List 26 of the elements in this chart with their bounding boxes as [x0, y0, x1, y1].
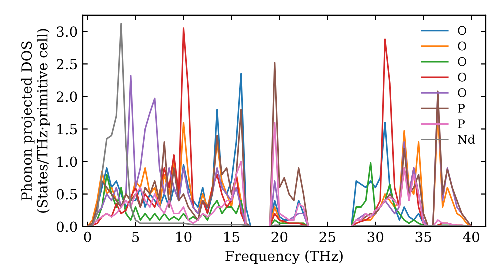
x-axis-title: Frequency (THz) [226, 250, 343, 264]
x-tick-label: 0 [84, 232, 92, 242]
legend-label: O [458, 88, 467, 98]
x-tick-label: 15 [224, 232, 240, 242]
x-tick-label: 40 [463, 232, 480, 242]
y-tick-label: 0.5 [56, 189, 78, 200]
legend-label: Nd [458, 134, 476, 144]
x-tick-label: 25 [320, 232, 336, 242]
x-tick-label: 20 [272, 232, 288, 242]
y-tick-label: 1.0 [58, 156, 78, 168]
legend-label: O [458, 26, 467, 36]
y-tick-label: 1.5 [58, 124, 78, 135]
y-tick-label: 2.0 [56, 92, 78, 102]
legend-label: O [458, 57, 467, 66]
x-tick-label: 5 [132, 232, 140, 242]
x-tick-label: 10 [176, 232, 192, 242]
legend-label: O [458, 42, 467, 51]
y-tick-label: 2.5 [56, 59, 78, 70]
legend-label: P [458, 104, 466, 113]
y-tick-label: 3.0 [57, 26, 78, 38]
y-tick-label: 0.0 [56, 222, 78, 232]
x-tick-label: 30 [368, 232, 384, 242]
x-tick-label: 35 [416, 232, 432, 242]
legend-label: O [458, 72, 467, 82]
legend-label: P [458, 120, 466, 128]
y-axis-title: Phonon projected DOS (States/THz·primitive cell) [21, 29, 50, 213]
